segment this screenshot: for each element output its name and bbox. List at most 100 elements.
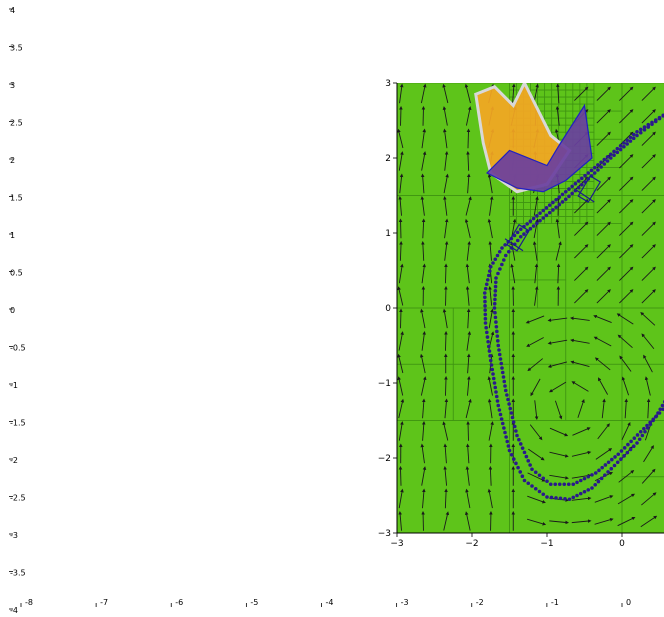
trajectory-point	[486, 344, 491, 349]
trajectory-point	[494, 324, 499, 329]
trajectory-point	[576, 185, 581, 190]
trajectory-point	[518, 442, 523, 446]
trajectory-point	[501, 375, 506, 379]
trajectory-point	[642, 426, 646, 431]
inner-y-tick-label: 0	[385, 304, 391, 314]
trajectory-point	[660, 403, 664, 408]
trajectory-point	[495, 399, 500, 403]
trajectory-point	[492, 306, 497, 310]
trajectory-point	[567, 194, 571, 199]
field-arrow	[641, 199, 656, 214]
trajectory-point	[497, 249, 502, 254]
inner-y-tick-label: −3	[378, 529, 391, 539]
trajectory-point	[573, 188, 578, 193]
trajectory-point	[600, 465, 604, 470]
field-arrow	[617, 493, 636, 505]
field-arrow	[487, 376, 493, 396]
field-arrow	[488, 286, 493, 306]
field-arrow	[399, 83, 404, 104]
trajectory-point	[586, 171, 591, 175]
field-arrow	[641, 86, 656, 101]
field-arrow	[443, 465, 448, 486]
trajectory-point	[582, 476, 587, 481]
trajectory-point	[606, 470, 610, 474]
trajectory-point	[586, 488, 591, 492]
field-arrow	[554, 400, 563, 420]
trajectory-point	[593, 482, 598, 487]
field-arrow	[574, 289, 589, 304]
trajectory-point	[650, 122, 654, 127]
trajectory-point	[494, 276, 498, 280]
trajectory-point	[551, 208, 555, 212]
field-arrow	[616, 313, 634, 325]
trajectory-point	[557, 195, 562, 199]
field-arrow	[399, 240, 403, 261]
trajectory-point	[578, 491, 583, 496]
field-arrow	[464, 511, 471, 531]
field-arrow	[488, 421, 494, 441]
outer-y-tick-label: -3.5	[10, 569, 26, 578]
outer-x-tick-label: -2	[476, 598, 484, 607]
field-arrow	[444, 330, 448, 351]
inner-x-tick-label: −3	[390, 539, 403, 549]
trajectory-point	[520, 474, 525, 479]
field-arrow	[442, 106, 448, 126]
trajectory-point	[512, 424, 517, 429]
trajectory-point	[518, 234, 523, 239]
field-arrow	[597, 423, 610, 440]
trajectory-point	[495, 334, 500, 338]
trajectory-point	[528, 463, 532, 467]
trajectory-point	[648, 420, 652, 425]
inner-x-tick-label: 0	[619, 539, 625, 549]
field-arrow	[644, 421, 653, 441]
field-arrow	[619, 154, 634, 169]
trajectory-point	[599, 476, 604, 481]
trajectory-point	[545, 479, 549, 484]
field-arrow	[442, 83, 449, 104]
field-arrow	[571, 519, 592, 524]
trajectory-point	[492, 301, 497, 306]
trajectory-point	[535, 214, 539, 218]
trajectory-point	[528, 226, 533, 231]
trajectory-point	[590, 473, 594, 477]
trajectory-point	[507, 402, 511, 406]
trajectory-point	[554, 496, 558, 500]
trajectory-point	[638, 429, 643, 434]
field-arrow	[643, 445, 654, 463]
trajectory-point	[495, 253, 500, 258]
inner-y-tick-label: −1	[378, 379, 391, 389]
trajectory-point	[488, 264, 493, 269]
trajectory-point	[549, 495, 554, 500]
trajectory-point	[603, 473, 607, 477]
trajectory-point	[500, 370, 505, 375]
trajectory-point	[483, 312, 488, 317]
trajectory-point	[493, 297, 497, 302]
trajectory-point	[526, 459, 531, 463]
field-arrow	[574, 221, 589, 236]
field-arrow	[488, 465, 493, 486]
trajectory-point	[545, 495, 549, 499]
outer-y-tick-label: 0	[10, 306, 15, 315]
trajectory-point	[538, 218, 542, 223]
trajectory-point	[657, 116, 662, 121]
trajectory-point	[583, 173, 587, 178]
trajectory-point	[541, 208, 546, 213]
trajectory-point	[522, 450, 527, 455]
outer-y-tick-label: -1.5	[10, 419, 26, 428]
trajectory-point	[615, 146, 620, 151]
trajectory-point	[505, 393, 509, 397]
outer-y-tick-label: -2	[10, 456, 18, 465]
field-arrow	[641, 131, 656, 146]
trajectory-point	[493, 289, 498, 293]
vehicle-marker	[575, 175, 602, 203]
field-arrow	[444, 398, 449, 419]
field-arrow	[534, 286, 539, 306]
inner-y-tick-label: 2	[385, 154, 391, 164]
field-arrow	[443, 443, 448, 464]
field-arrow	[443, 128, 448, 149]
trajectory-point	[494, 320, 498, 324]
field-arrow	[487, 398, 493, 419]
outer-y-tick-label: 1	[10, 231, 15, 240]
field-arrow	[421, 263, 426, 284]
trajectory-point	[592, 171, 597, 175]
